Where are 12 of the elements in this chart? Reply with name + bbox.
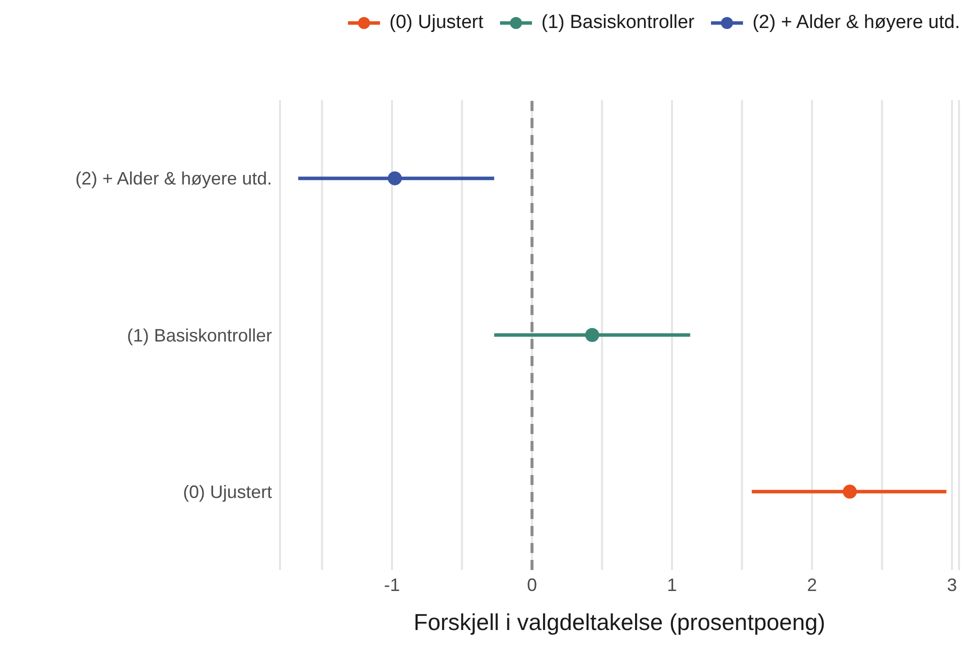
y-tick-label: (2) + Alder & høyere utd.: [75, 168, 272, 189]
x-tick-label: 0: [526, 574, 538, 595]
y-tick-label: (1) Basiskontroller: [126, 325, 272, 346]
x-axis-title: Forskjell i valgdeltakelse (prosentpoeng): [414, 609, 826, 635]
x-tick-label: 3: [946, 574, 958, 595]
legend-label: (2) + Alder & høyere utd.: [752, 12, 960, 34]
x-tick-label: -1: [384, 574, 400, 595]
legend-label: (1) Basiskontroller: [541, 12, 694, 34]
x-tick-label: 1: [666, 574, 678, 595]
x-tick-label: 2: [806, 574, 818, 595]
y-tick-label: (0) Ujustert: [182, 482, 272, 502]
legend-label: (0) Ujustert: [389, 12, 484, 34]
